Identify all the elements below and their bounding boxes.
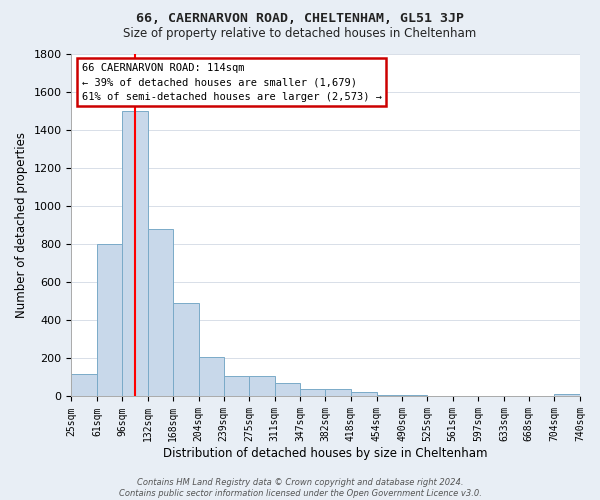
Bar (377, 394, 402, 396)
Bar (351, 392, 377, 396)
Bar (199, 358, 224, 397)
X-axis label: Distribution of detached houses by size in Cheltenham: Distribution of detached houses by size … (163, 447, 488, 460)
Bar (554, 394, 580, 396)
Bar (173, 303, 199, 396)
Bar (301, 389, 325, 396)
Bar (148, 229, 173, 396)
Bar (325, 389, 351, 396)
Y-axis label: Number of detached properties: Number of detached properties (15, 132, 28, 318)
Text: 66, CAERNARVON ROAD, CHELTENHAM, GL51 3JP: 66, CAERNARVON ROAD, CHELTENHAM, GL51 3J… (136, 12, 464, 26)
Text: 66 CAERNARVON ROAD: 114sqm
← 39% of detached houses are smaller (1,679)
61% of s: 66 CAERNARVON ROAD: 114sqm ← 39% of deta… (82, 62, 382, 102)
Bar (224, 376, 249, 396)
Bar (275, 383, 301, 396)
Text: Contains HM Land Registry data © Crown copyright and database right 2024.
Contai: Contains HM Land Registry data © Crown c… (119, 478, 481, 498)
Bar (71, 374, 97, 396)
Bar (249, 376, 275, 396)
Text: Size of property relative to detached houses in Cheltenham: Size of property relative to detached ho… (124, 28, 476, 40)
Bar (402, 394, 427, 396)
Bar (97, 244, 122, 396)
Bar (122, 111, 148, 397)
